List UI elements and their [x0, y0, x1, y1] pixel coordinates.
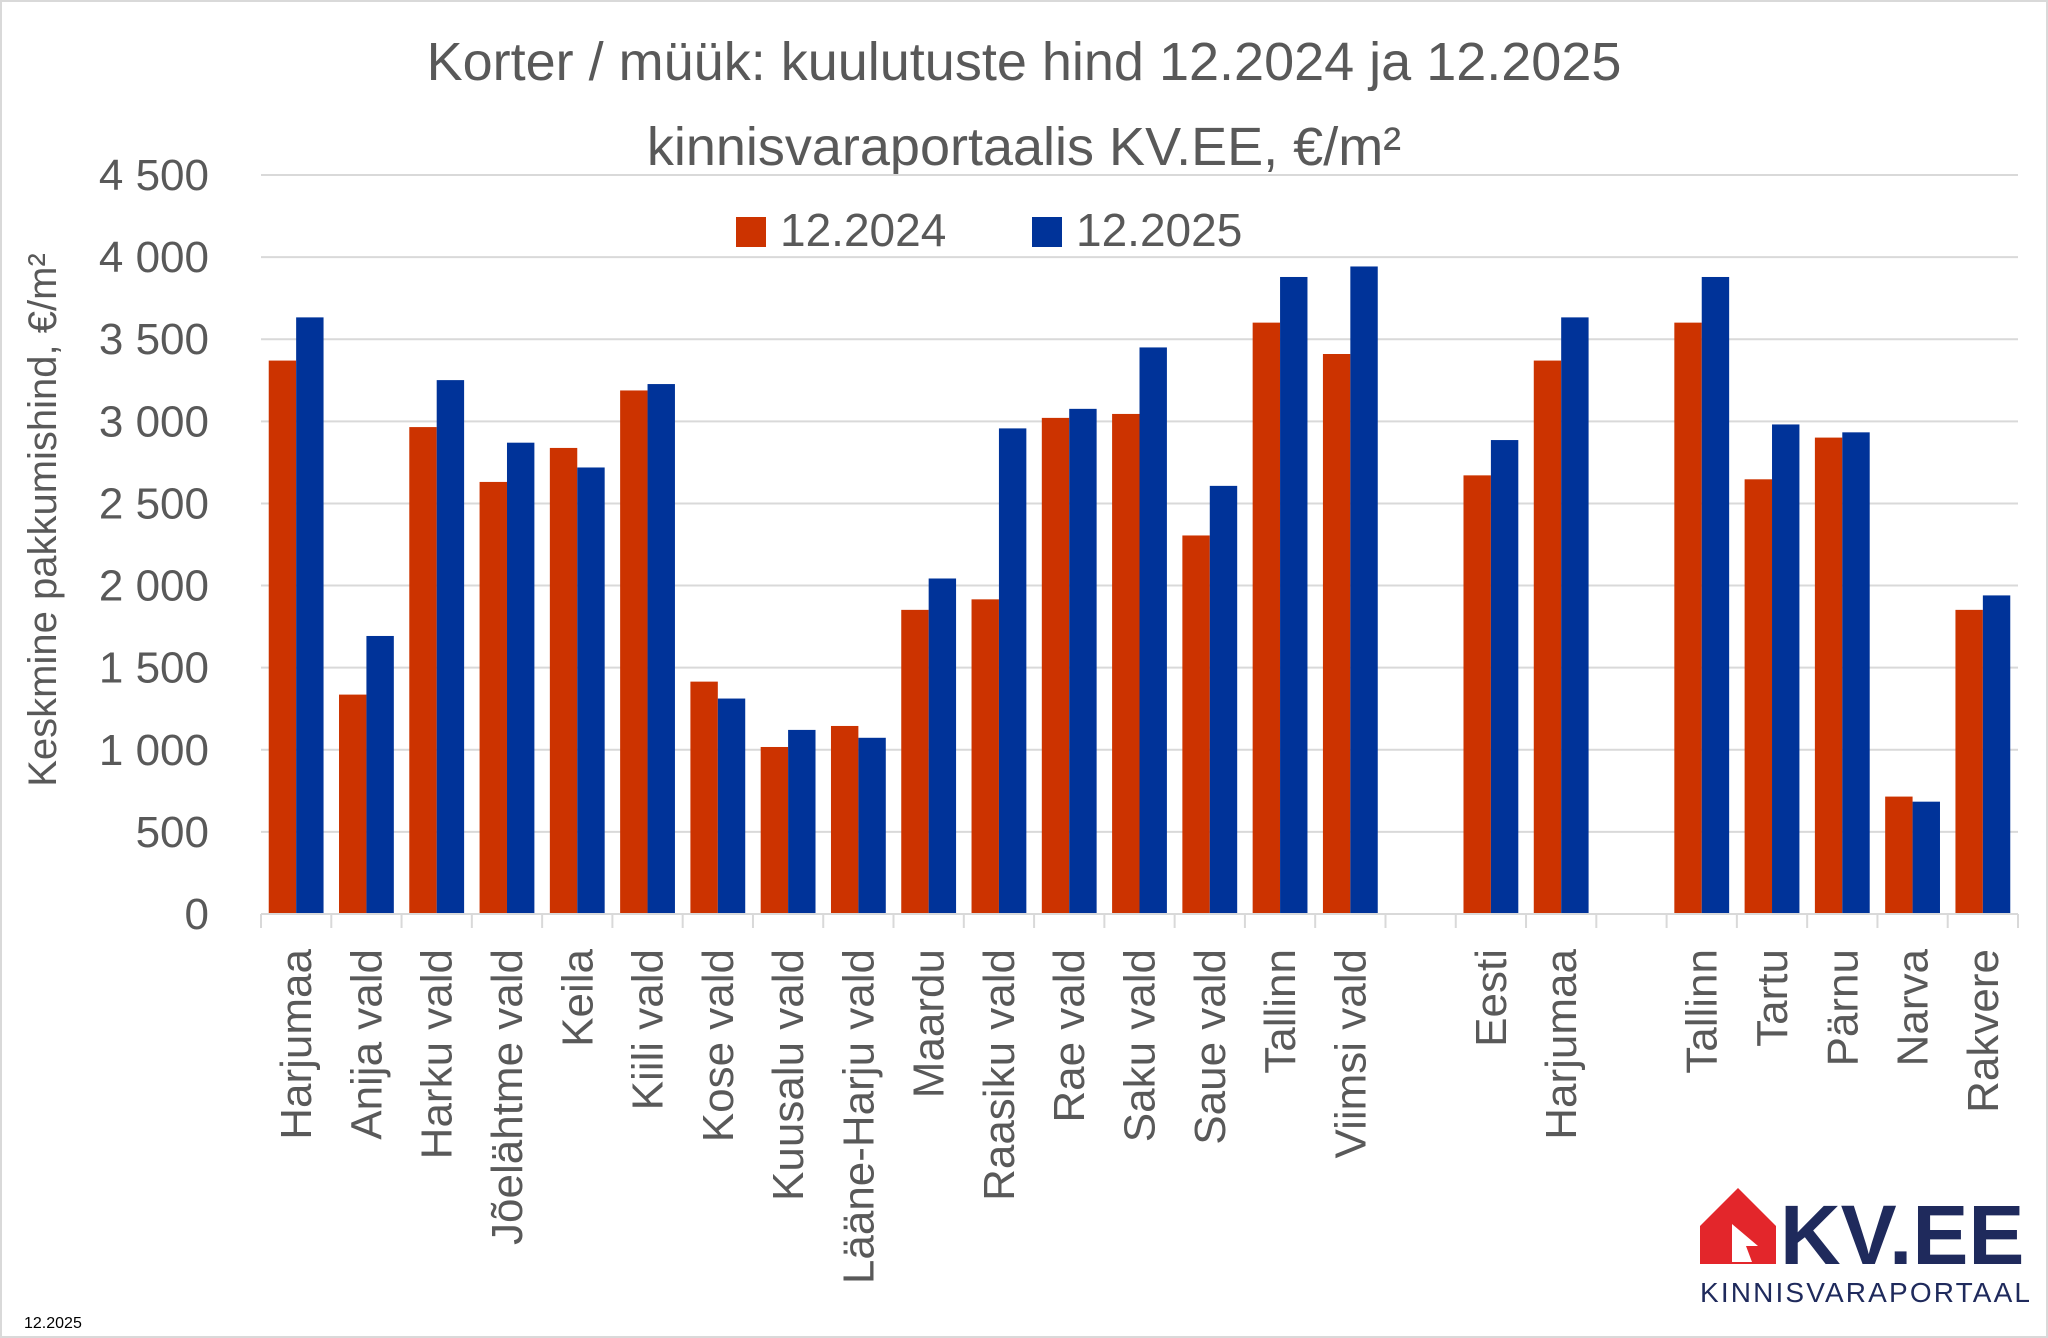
bar-12.2025-11	[1069, 408, 1097, 914]
chart-subtitle: kinnisvaraportaalis KV.EE, €/m²	[647, 117, 1401, 177]
bar-12.2024-24	[1955, 609, 1983, 914]
bar-12.2024-0	[268, 360, 297, 914]
bar-12.2025-2	[436, 380, 465, 915]
bar-12.2025-17	[1490, 440, 1519, 914]
bar-12.2025-8	[858, 737, 886, 914]
bar-12.2025-15	[1350, 266, 1378, 914]
y-tick-label: 2 000	[99, 562, 209, 611]
bar-12.2024-1	[339, 694, 367, 914]
bar-12.2024-5	[620, 390, 648, 914]
y-tick-label: 3 500	[99, 315, 209, 364]
bar-12.2025-4	[577, 467, 605, 914]
y-tick-label: 2 500	[99, 479, 209, 528]
x-tick-label: Kiili vald	[624, 949, 673, 1110]
x-tick-label: Tallinn	[1678, 949, 1727, 1074]
bar-12.2024-18	[1533, 360, 1562, 914]
logo-tagline: KINNISVARAPORTAAL	[1700, 1277, 2030, 1308]
bar-12.2025-14	[1280, 276, 1308, 914]
x-tick-label: Lääne-Harju vald	[834, 949, 883, 1284]
bar-12.2024-10	[971, 599, 999, 914]
bar-12.2025-5	[647, 384, 675, 914]
x-tick-label: Kose vald	[694, 949, 743, 1142]
bar-12.2025-18	[1561, 317, 1589, 914]
chart-title: Korter / müük: kuulutuste hind 12.2024 j…	[427, 32, 1622, 92]
x-tick-label: Kuusalu vald	[764, 949, 813, 1201]
bar-12.2024-13	[1182, 535, 1210, 914]
x-tick-label: Rae vald	[1045, 949, 1094, 1123]
bar-12.2025-13	[1209, 485, 1238, 914]
bar-12.2025-20	[1701, 276, 1730, 914]
bar-12.2025-0	[296, 317, 324, 914]
bar-12.2025-21	[1772, 424, 1800, 914]
x-tick-label: Maardu	[905, 949, 954, 1098]
x-tick-label: Tallinn	[1256, 949, 1305, 1074]
legend-label-2024: 12.2024	[780, 204, 946, 256]
x-tick-label: Harjumaa	[1537, 948, 1586, 1139]
bar-12.2024-23	[1885, 796, 1913, 914]
x-tick-label: Harjumaa	[272, 948, 321, 1139]
legend-label-2025: 12.2025	[1076, 204, 1242, 256]
y-tick-label: 3 000	[99, 397, 209, 446]
x-tick-label: Keila	[553, 948, 602, 1046]
bar-12.2024-6	[690, 681, 718, 914]
y-axis-ticks: 0 500 1 000 1 500 2 000 2 500 3 000 3 500 4 000 4…	[99, 151, 209, 939]
y-tick-label: 500	[136, 808, 209, 857]
x-tick-label: Tartu	[1748, 949, 1797, 1047]
bars	[268, 266, 2011, 915]
x-tick-label: Anija vald	[342, 949, 391, 1140]
bar-12.2025-7	[788, 729, 816, 914]
bar-12.2024-15	[1322, 354, 1351, 915]
bar-12.2024-2	[409, 427, 437, 914]
x-tick-label: Rakvere	[1959, 949, 2008, 1113]
x-axis: Harjumaa Anija vald Harku vald Jõelähtme va…	[260, 913, 2019, 1284]
y-axis-label: Keskmine pakkumishind, €/m²	[21, 253, 65, 787]
x-tick-label: Saue vald	[1186, 949, 1235, 1145]
bar-12.2025-23	[1912, 801, 1940, 914]
legend-swatch-2025	[1032, 217, 1062, 247]
logo-text: KV.EE	[1780, 1188, 2024, 1282]
bar-12.2025-9	[928, 578, 957, 914]
y-tick-label: 0	[185, 890, 209, 939]
bar-12.2025-3	[506, 442, 535, 914]
bar-12.2025-1	[366, 635, 394, 914]
y-tick-label: 1 500	[99, 644, 209, 693]
bar-12.2025-24	[1982, 595, 2011, 914]
x-tick-label: Raasiku vald	[975, 949, 1024, 1201]
bar-12.2025-12	[1139, 347, 1167, 914]
bar-12.2024-12	[1112, 413, 1140, 914]
kv-ee-logo: KV.EE KINNISVARAPORTAAL	[1700, 1188, 2030, 1308]
bar-12.2024-3	[479, 481, 507, 914]
bar-12.2025-22	[1842, 432, 1870, 914]
x-tick-label: Harku vald	[413, 949, 462, 1159]
bar-12.2024-4	[549, 447, 578, 914]
bar-12.2024-9	[901, 609, 929, 914]
bar-12.2025-10	[998, 428, 1027, 914]
x-tick-label: Saku vald	[1116, 949, 1165, 1142]
y-tick-label: 4 000	[99, 233, 209, 282]
x-tick-label: Eesti	[1467, 949, 1516, 1047]
x-tick-label: Narva	[1889, 948, 1938, 1066]
legend-swatch-2024	[736, 217, 766, 247]
y-tick-label: 4 500	[99, 151, 209, 200]
bar-12.2024-8	[830, 725, 859, 914]
bar-12.2025-6	[717, 698, 746, 914]
house-icon	[1700, 1188, 1776, 1264]
x-tick-label: Viimsi vald	[1326, 949, 1375, 1158]
x-tick-label: Pärnu	[1818, 949, 1867, 1066]
bar-12.2024-17	[1463, 475, 1491, 914]
x-tick-label: Jõelähtme vald	[483, 949, 532, 1245]
footer-date: 12.2025	[24, 1315, 82, 1332]
bar-12.2024-21	[1744, 479, 1773, 914]
legend: 12.2024 12.2025	[736, 204, 1242, 256]
bar-12.2024-22	[1814, 437, 1843, 914]
y-tick-label: 1 000	[99, 726, 209, 775]
bar-12.2024-14	[1252, 322, 1281, 915]
bar-12.2024-7	[760, 746, 789, 914]
bar-12.2024-20	[1674, 322, 1702, 915]
bar-12.2024-11	[1041, 417, 1070, 914]
